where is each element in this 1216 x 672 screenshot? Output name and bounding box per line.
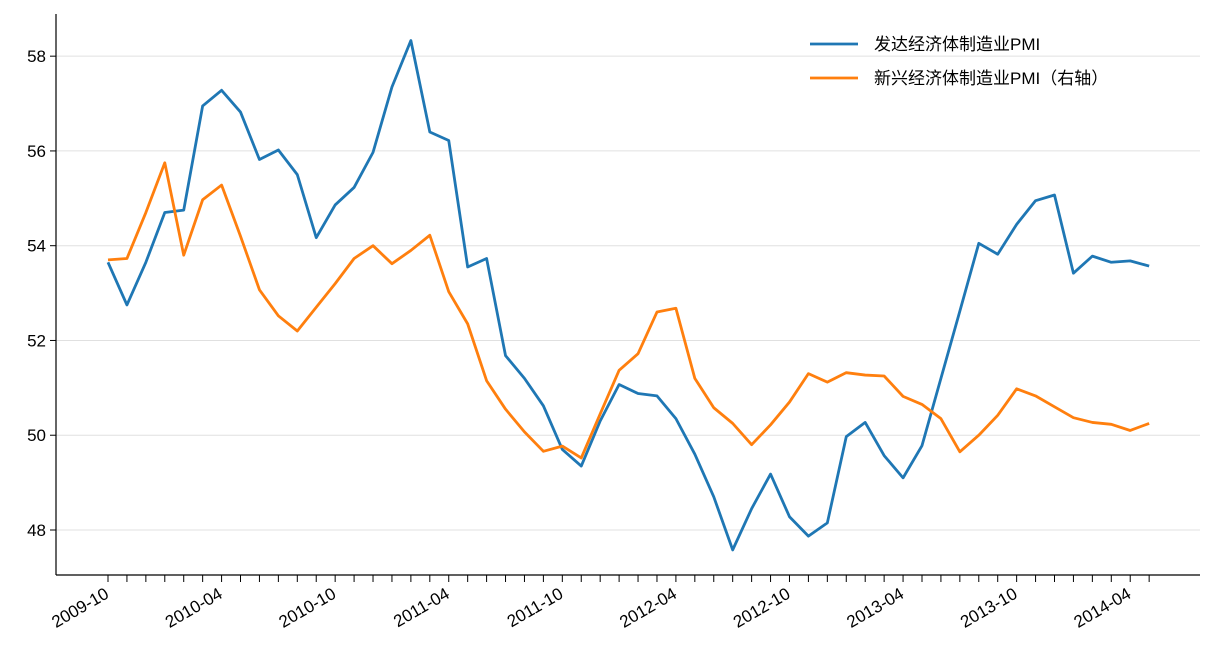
legend-label: 新兴经济体制造业PMI（右轴） [874, 69, 1108, 88]
x-tick-label: 2010-04 [162, 584, 226, 632]
y-tick-label: 52 [27, 331, 46, 350]
legend-label: 发达经济体制造业PMI [874, 35, 1040, 54]
x-tick-label: 2011-10 [504, 584, 566, 631]
x-tick-label: 2009-10 [48, 584, 112, 632]
y-tick-label: 56 [27, 142, 46, 161]
line-series [106, 39, 1150, 552]
x-tick-label: 2014-04 [1071, 584, 1135, 632]
line-series [107, 161, 1150, 460]
x-tick-label: 2011-04 [390, 584, 452, 631]
y-tick-label: 48 [27, 521, 46, 540]
y-tick-label: 58 [27, 47, 46, 66]
x-tick-label: 2012-04 [616, 584, 680, 632]
x-tick-label: 2013-04 [844, 584, 908, 632]
x-tick-label: 2013-10 [957, 584, 1021, 632]
x-tick-label: 2010-10 [276, 584, 340, 632]
x-tick-label: 2012-10 [730, 584, 794, 632]
y-tick-label: 50 [27, 426, 46, 445]
y-tick-label: 54 [27, 237, 46, 256]
